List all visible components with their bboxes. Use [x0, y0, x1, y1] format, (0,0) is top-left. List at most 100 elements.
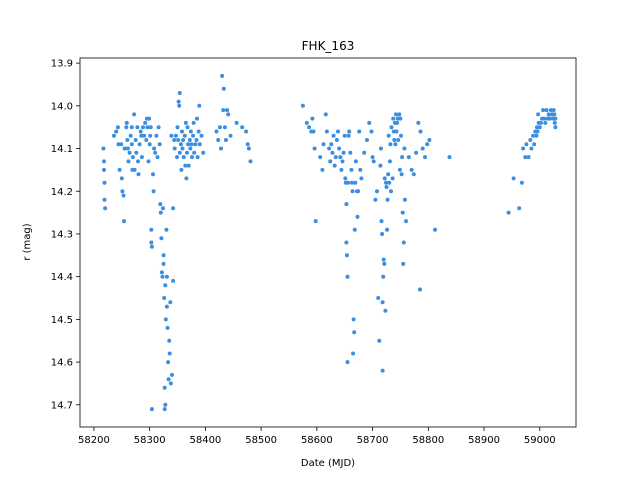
data-point: [395, 120, 400, 125]
data-point: [194, 138, 199, 142]
data-point: [184, 176, 189, 181]
data-point: [172, 138, 177, 142]
data-point: [447, 155, 452, 160]
data-point: [145, 125, 150, 130]
data-point: [542, 116, 547, 121]
data-point: [375, 189, 379, 194]
data-point: [129, 142, 134, 147]
data-point: [425, 142, 430, 147]
x-tick-label: 59000: [524, 435, 556, 446]
data-point: [159, 236, 164, 241]
data-point: [383, 308, 388, 313]
data-point: [433, 227, 437, 232]
data-point: [546, 112, 551, 117]
data-point: [161, 206, 165, 211]
data-point: [136, 172, 141, 177]
data-point: [387, 159, 392, 164]
data-point: [401, 240, 406, 245]
y-tick-label: 14.5: [51, 315, 73, 326]
data-point: [135, 125, 140, 130]
data-point: [398, 116, 403, 121]
data-point: [163, 402, 168, 407]
data-point: [387, 180, 392, 185]
data-point: [169, 133, 174, 138]
data-point: [304, 120, 309, 125]
data-point: [180, 146, 185, 151]
data-point: [427, 138, 432, 142]
data-point: [349, 167, 354, 172]
data-point: [352, 330, 357, 335]
data-point: [552, 120, 557, 125]
data-point: [519, 180, 524, 185]
data-point: [365, 138, 369, 142]
data-point: [336, 129, 340, 134]
data-point: [394, 112, 398, 117]
data-point: [177, 103, 182, 108]
data-point: [362, 150, 367, 155]
data-point: [420, 146, 425, 151]
data-point: [159, 270, 164, 275]
data-point: [329, 142, 334, 147]
data-point: [136, 159, 140, 164]
data-point: [197, 142, 202, 147]
data-point: [320, 167, 325, 172]
data-point: [411, 172, 416, 177]
data-point: [538, 120, 543, 125]
data-point: [197, 103, 202, 108]
data-point: [122, 219, 126, 224]
data-point: [389, 125, 394, 130]
x-tick-label: 58500: [245, 435, 277, 446]
data-point: [399, 172, 404, 177]
data-point: [102, 180, 107, 185]
data-point: [125, 146, 130, 151]
data-point: [199, 133, 204, 138]
data-point: [312, 146, 317, 151]
data-point: [378, 146, 383, 151]
x-tick-label: 58700: [357, 435, 389, 446]
data-point: [536, 112, 541, 117]
data-point: [346, 133, 351, 138]
data-point: [115, 125, 120, 130]
data-point: [346, 180, 351, 185]
data-point: [393, 142, 398, 147]
y-tick-label: 14.6: [51, 358, 73, 369]
data-point: [182, 133, 187, 138]
points-layer: [101, 73, 558, 412]
data-point: [175, 155, 179, 160]
data-point: [124, 120, 129, 125]
data-point: [323, 112, 328, 117]
data-point: [139, 155, 144, 160]
data-point: [151, 172, 155, 177]
data-point: [351, 317, 356, 322]
data-point: [353, 159, 358, 164]
data-point: [244, 129, 249, 134]
y-axis: 13.9 14.0 14.1 14.2 14.3 14.4 14.5 14.6 14.7: [51, 59, 80, 411]
data-point: [188, 146, 193, 151]
data-point: [173, 133, 178, 138]
x-tick-label: 58200: [78, 435, 110, 446]
y-axis-label: r (mag): [22, 223, 33, 260]
data-point: [132, 112, 137, 117]
data-point: [141, 125, 145, 130]
data-point: [148, 133, 153, 138]
data-point: [400, 210, 405, 215]
data-point: [154, 133, 159, 138]
data-point: [183, 120, 188, 125]
data-point: [146, 159, 151, 164]
data-point: [179, 167, 184, 172]
data-point: [124, 125, 129, 130]
data-point: [148, 125, 153, 130]
data-point: [165, 325, 170, 330]
data-point: [526, 155, 531, 160]
data-point: [240, 125, 245, 130]
data-point: [552, 112, 557, 117]
data-point: [359, 176, 364, 181]
data-point: [551, 108, 556, 113]
data-point: [318, 155, 323, 160]
data-point: [418, 129, 423, 134]
data-point: [187, 138, 192, 142]
data-point: [537, 125, 542, 130]
data-point: [404, 219, 408, 224]
